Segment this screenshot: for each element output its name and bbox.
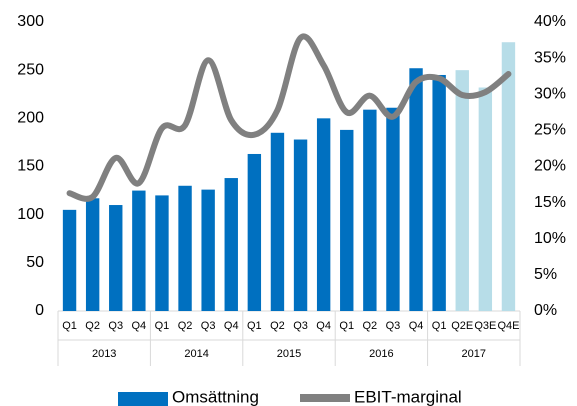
x-tick-label: Q2 [178, 320, 193, 332]
x-tick-label: Q3 [293, 320, 308, 332]
y2-tick-label: 40% [534, 13, 566, 30]
x-tick-label: Q1 [339, 320, 354, 332]
y2-tick-label: 15% [534, 194, 566, 211]
x-tick-label: Q3 [386, 320, 401, 332]
x-tick-label: Q3 [108, 320, 123, 332]
y2-tick-label: 10% [534, 230, 566, 247]
y-tick-label: 50 [26, 254, 44, 271]
bar [247, 153, 262, 311]
x-tick-label: Q1 [62, 320, 77, 332]
bar [409, 68, 423, 312]
x-tick-label: Q3 [201, 320, 216, 332]
bar [386, 107, 400, 311]
x-tick-label: Q3E [474, 320, 496, 332]
bar [178, 185, 192, 311]
y2-tick-label: 25% [534, 122, 566, 139]
x-tick-label: Q1 [247, 320, 262, 332]
y-tick-label: 100 [17, 206, 44, 223]
x-tick-label: Q1 [155, 320, 170, 332]
bar [316, 118, 331, 311]
bar [363, 109, 377, 311]
legend-label: Omsättning [172, 387, 259, 406]
x-tick-label: Q2E [451, 320, 473, 332]
bar [201, 189, 215, 311]
y2-tick-label: 5% [534, 266, 557, 283]
x-tick-label: Q4 [132, 320, 147, 332]
bar [455, 70, 469, 312]
group-label: 2013 [92, 348, 116, 360]
bar [224, 178, 238, 311]
y-tick-label: 0 [35, 302, 44, 319]
x-tick-label: Q4 [409, 320, 424, 332]
bar [109, 205, 123, 311]
bar [270, 132, 285, 311]
y-tick-label: 300 [17, 13, 44, 30]
legend-label: EBIT-marginal [354, 387, 462, 406]
x-tick-label: Q4 [316, 320, 331, 332]
legend-swatch [118, 392, 168, 406]
bar [85, 198, 100, 311]
y-tick-label: 150 [17, 158, 44, 175]
bar [62, 209, 77, 311]
y2-tick-label: 35% [534, 49, 566, 66]
bar [132, 190, 146, 311]
bar [340, 129, 354, 311]
bar [501, 42, 516, 311]
y2-tick-label: 0% [534, 302, 557, 319]
group-label: 2015 [277, 348, 301, 360]
bar [432, 74, 446, 311]
y-tick-label: 200 [17, 110, 44, 127]
line [66, 33, 512, 202]
x-tick-label: Q4 [224, 320, 239, 332]
group-label: 2017 [462, 348, 486, 360]
x-tick-label: Q1 [432, 320, 447, 332]
x-tick-label: Q2 [85, 320, 100, 332]
y2-tick-label: 20% [534, 158, 566, 175]
bar [478, 87, 493, 311]
y2-tick-label: 30% [534, 85, 566, 102]
group-label: 2014 [184, 348, 208, 360]
group-label: 2016 [369, 348, 393, 360]
x-tick-label: Q4E [497, 320, 519, 332]
y-tick-label: 250 [17, 61, 44, 78]
x-tick-label: Q2 [363, 320, 378, 332]
bar [155, 195, 169, 311]
x-tick-label: Q2 [270, 320, 285, 332]
bar [293, 139, 308, 311]
